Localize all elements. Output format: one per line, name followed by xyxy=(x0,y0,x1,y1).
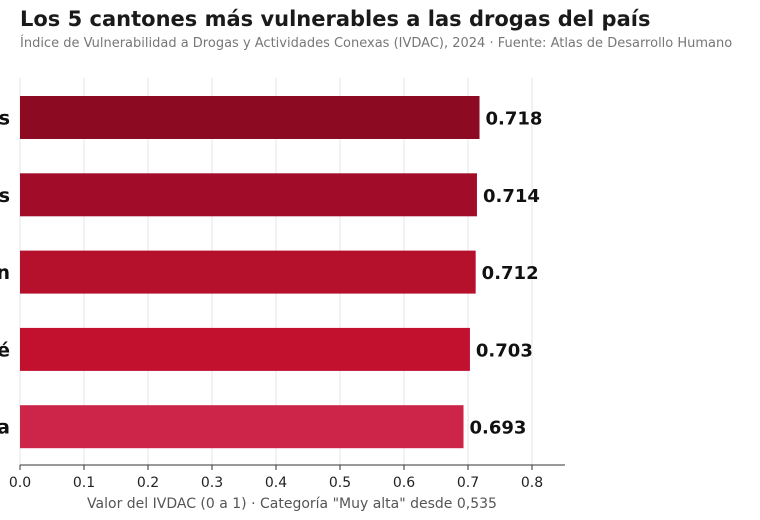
bar xyxy=(20,327,470,371)
bar xyxy=(20,405,464,449)
chart-title: Los 5 cantones más vulnerables a las dro… xyxy=(20,7,651,31)
x-tick-label: 0.4 xyxy=(265,475,287,491)
bars: 0.718 s 0.714 s 0.712 n 0.703 é 0.693 a xyxy=(0,96,543,449)
value-label: 0.703 xyxy=(476,340,533,361)
x-tick-label: 0.8 xyxy=(521,475,543,491)
chart-subtitle: Índice de Vulnerabilidad a Drogas y Acti… xyxy=(20,36,733,51)
x-axis: 0.0 0.1 0.2 0.3 0.4 0.5 0.6 0.7 0.8 xyxy=(9,464,565,491)
value-label: 0.718 xyxy=(486,109,543,130)
x-tick-label: 0.1 xyxy=(73,475,95,491)
x-axis-label: Valor del IVDAC (0 a 1) · Categoría "Muy… xyxy=(87,496,497,512)
x-tick-label: 0.2 xyxy=(137,475,159,491)
x-tick-label: 0.0 xyxy=(9,475,31,491)
category-label: é xyxy=(0,339,10,361)
x-tick-label: 0.3 xyxy=(201,475,223,491)
category-label: s xyxy=(0,185,10,207)
category-label: a xyxy=(0,417,10,439)
bar xyxy=(20,96,480,139)
value-label: 0.693 xyxy=(470,418,527,439)
bar xyxy=(20,173,477,217)
x-tick-label: 0.7 xyxy=(457,475,479,491)
category-label: n xyxy=(0,262,10,284)
category-label: s xyxy=(0,108,10,130)
x-tick-label: 0.5 xyxy=(329,475,351,491)
x-tick-label: 0.6 xyxy=(393,475,415,491)
bar xyxy=(20,250,476,294)
value-label: 0.714 xyxy=(483,186,540,207)
value-label: 0.712 xyxy=(482,263,539,284)
